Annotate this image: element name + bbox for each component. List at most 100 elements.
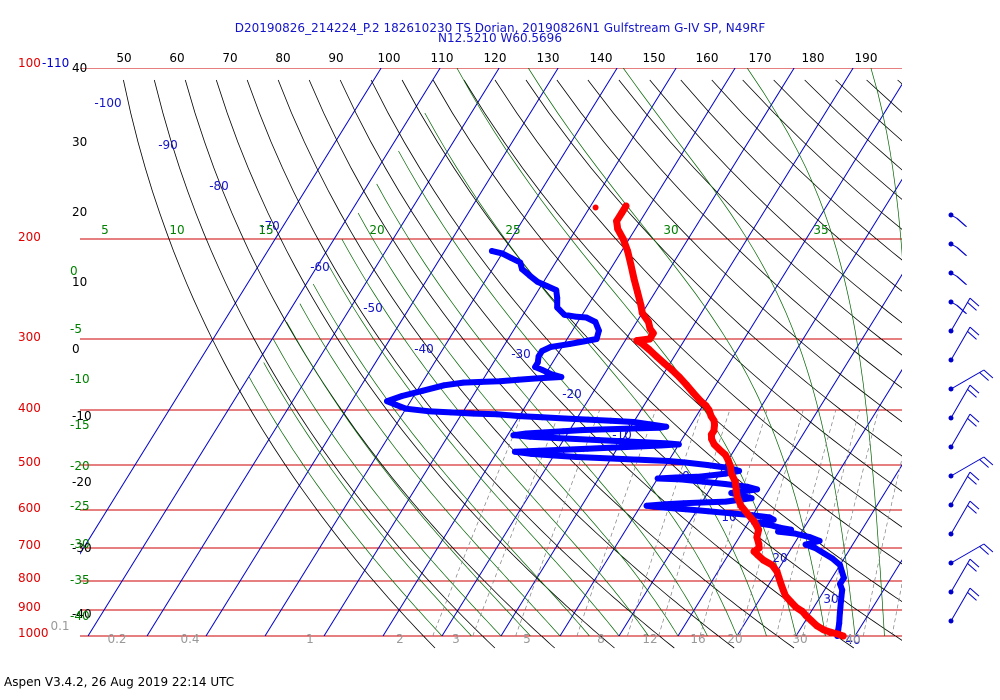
wind-barb-shaft: [950, 214, 958, 220]
isotherm-line: [500, 68, 854, 637]
isotherm-line: [559, 83, 902, 637]
altitude-label: 30: [72, 135, 87, 149]
top-scale-label: 180: [802, 51, 825, 65]
pressure-label: 200: [18, 230, 41, 244]
top-scale-label: 140: [590, 51, 613, 65]
wind-barb-flag: [969, 471, 980, 481]
dry-adiabat-line: [556, 79, 902, 423]
mixing-ratio-label: 16: [690, 632, 705, 646]
altitude-label: 10: [72, 275, 87, 289]
altitude-label: 40: [72, 61, 87, 75]
wind-barb-flag: [967, 331, 977, 340]
top-scale-label: 160: [696, 51, 719, 65]
pressure-label: 1000: [18, 626, 49, 640]
altitude-label: 0: [72, 342, 80, 356]
altitude-label: -40: [72, 607, 92, 621]
moist-adiabat-left-label: -15: [70, 418, 90, 432]
mixing-ratio-line: [472, 409, 561, 637]
mixing-ratio-line: [891, 581, 902, 637]
wind-barb-shaft: [950, 272, 958, 278]
wind-barb: [948, 543, 994, 566]
temperature-point-isolated: [592, 204, 599, 211]
chart-title-line2: N12.5210 W60.5696: [438, 31, 562, 45]
wind-barb-shaft: [950, 413, 971, 448]
wind-barb-flag: [969, 326, 980, 336]
wind-barb-flag: [979, 459, 989, 468]
dry-adiabat-line: [308, 79, 795, 649]
pressure-label: 300: [18, 330, 41, 344]
mixing-ratio-line: [823, 409, 879, 637]
top-scale-label: 100: [378, 51, 401, 65]
mixing-ratio-line: [699, 409, 768, 637]
mixing-ratio-label: 5: [523, 632, 531, 646]
wind-barb-flag: [969, 413, 980, 423]
isotherm-line: [323, 68, 677, 637]
moist-adiabat-left-label: -20: [70, 459, 90, 473]
wind-barb-flag: [956, 246, 967, 256]
wind-barb-flag: [967, 476, 977, 485]
isotherm-label: -70: [260, 219, 280, 233]
wind-barb: [948, 369, 994, 392]
dry-adiabat-line: [773, 79, 902, 200]
isotherm-line: [795, 464, 902, 637]
footer-version: Aspen V3.4.2, 26 Aug 2019 22:14 UTC: [4, 675, 235, 689]
mixing-ratio-label: 12: [642, 632, 657, 646]
wind-barb-shaft: [950, 297, 971, 332]
wind-barb-flag: [969, 587, 980, 597]
mixing-ratio-label: 20: [727, 632, 742, 646]
isotherm-line: [854, 559, 902, 637]
moist-adiabat-line: [312, 283, 590, 637]
moist-adiabat-label: 35: [813, 223, 828, 237]
wind-barb-flag: [983, 369, 994, 379]
moist-adiabat-line: [528, 68, 826, 637]
top-scale-label: 170: [749, 51, 772, 65]
wind-barb-flag: [979, 546, 989, 555]
wind-barb: [948, 326, 980, 363]
mixing-ratio-line: [739, 409, 804, 637]
wind-barb-shaft: [950, 369, 985, 390]
moist-adiabat-label: 30: [663, 223, 678, 237]
isotherm-line: [264, 68, 618, 637]
wind-barb-shaft: [950, 243, 958, 249]
wind-barb: [948, 587, 980, 624]
wind-barb: [948, 212, 967, 228]
isotherm-line: [441, 68, 795, 637]
dry-adiabat-line: [525, 79, 902, 457]
isotherm-line: [382, 68, 736, 637]
moist-adiabat-left-label: -40: [70, 609, 90, 623]
moist-adiabat-label: 25: [505, 223, 520, 237]
top-scale-label: 60: [169, 51, 184, 65]
isotherm-label: -20: [562, 387, 582, 401]
pressure-label: 600: [18, 501, 41, 515]
mixing-ratio-line: [432, 409, 525, 637]
wind-barb: [948, 456, 994, 479]
pressure-label: 700: [18, 538, 41, 552]
dry-adiabat-line: [184, 79, 555, 649]
moist-adiabat-left-label: -25: [70, 499, 90, 513]
wind-barb-shaft: [950, 326, 971, 361]
isotherm-line: [973, 68, 1000, 636]
top-scale-label: 150: [643, 51, 666, 65]
dry-adiabat-line: [215, 79, 615, 649]
moist-adiabat-line: [746, 68, 885, 637]
isotherm-label: -80: [209, 179, 229, 193]
dry-adiabat-line: [123, 79, 436, 649]
wind-barb-shaft: [950, 384, 971, 419]
isotherm-label: -40: [414, 342, 434, 356]
pressure-label: 400: [18, 401, 41, 415]
wind-barb: [948, 471, 980, 508]
mixing-ratio-line: [576, 409, 657, 637]
wind-barb-flag: [969, 384, 980, 394]
wind-barb-flag: [956, 275, 967, 285]
moist-adiabat-left-label: -10: [70, 372, 90, 386]
chart-title-line1: D20190826_214224_P.2 182610230 TS Dorian…: [234, 21, 766, 35]
dry-adiabat-line: [153, 79, 496, 649]
altitude-label: -30: [72, 541, 92, 555]
pressure-label: 800: [18, 571, 41, 585]
moist-adiabat-left-label: 0: [70, 264, 78, 278]
isotherm-line: [618, 178, 902, 637]
wind-barb-flag: [967, 563, 977, 572]
moist-adiabat-line: [622, 68, 856, 637]
isotherm-label: 30: [823, 592, 838, 606]
